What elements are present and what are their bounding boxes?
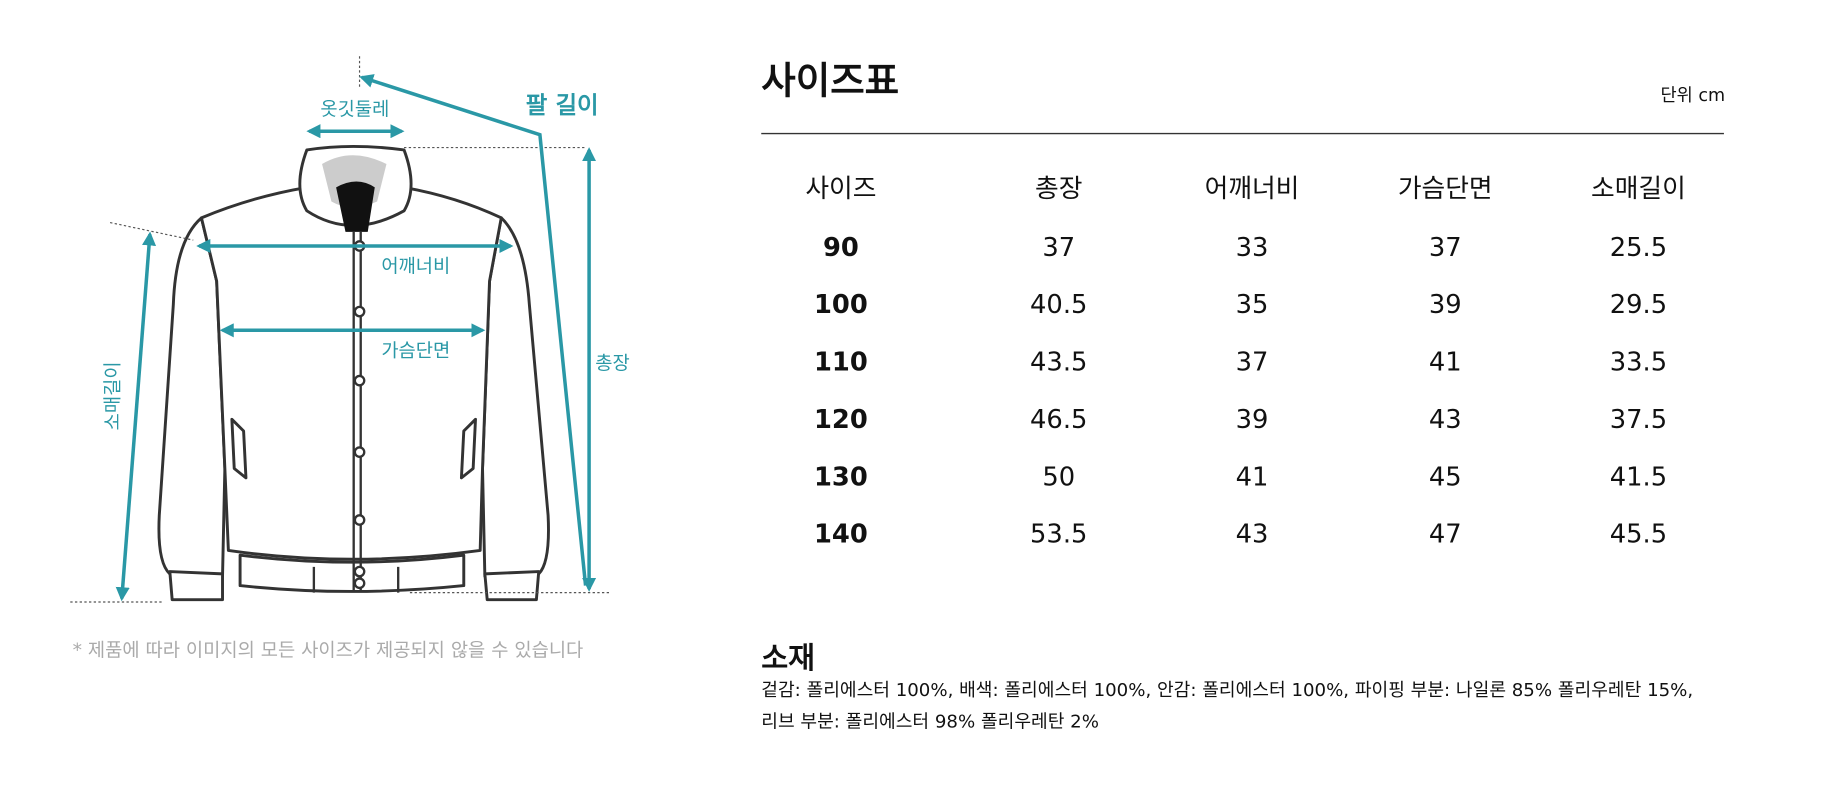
table-cell: 47 (1429, 520, 1462, 550)
table-cell: 41 (1429, 348, 1462, 378)
size-table: 사이즈 총장 어깨너비 가슴단면 소매길이 90 37 33 37 25.5 100 40.5 35 39… (805, 174, 1685, 549)
unit: 단위 cm (1661, 86, 1726, 106)
shoulder-label: 어깨너비 (381, 257, 450, 278)
size-cell: 120 (814, 405, 868, 435)
table-cell: 37 (1236, 348, 1269, 378)
chest-label: 가슴단면 (381, 341, 450, 362)
table-cell: 33.5 (1610, 348, 1667, 378)
table-cell: 39 (1236, 405, 1269, 435)
table-cell: 33 (1236, 233, 1269, 263)
arm-length-label: 팔 길이 (526, 91, 599, 119)
table-cell: 43 (1236, 520, 1269, 550)
column-header: 어깨너비 (1205, 174, 1300, 204)
table-cell: 53.5 (1030, 520, 1087, 550)
table-cell: 39 (1429, 290, 1462, 320)
table-title: 사이즈표 (761, 59, 899, 103)
sleeve-label: 소매길이 (103, 361, 124, 430)
size-cell: 110 (814, 348, 868, 378)
table-cell: 50 (1042, 462, 1075, 492)
table-cell: 40.5 (1030, 290, 1087, 320)
column-header: 가슴단면 (1398, 174, 1493, 204)
table-cell: 37 (1429, 233, 1462, 263)
note: * 제품에 따라 이미지의 모든 사이즈가 제공되지 않을 수 있습니다 (73, 641, 584, 662)
table-cell: 45.5 (1610, 520, 1667, 550)
size-cell: 100 (814, 290, 868, 320)
measure-guides (70, 56, 609, 603)
material-line: 리브 부분: 폴리에스터 98% 폴리우레탄 2% (761, 712, 1099, 733)
table-cell: 29.5 (1610, 290, 1667, 320)
table-cell: 25.5 (1610, 233, 1667, 263)
table-cell: 43 (1429, 405, 1462, 435)
table-cell: 46.5 (1030, 405, 1087, 435)
table-cell: 45 (1429, 462, 1462, 492)
jacket-illustration (157, 144, 550, 602)
column-header: 총장 (1035, 174, 1082, 204)
material-line: 겉감: 폴리에스터 100%, 배색: 폴리에스터 100%, 안감: 폴리에스… (761, 680, 1693, 701)
table-cell: 37 (1042, 233, 1075, 263)
size-cell: 140 (814, 520, 868, 550)
size-cell: 130 (814, 462, 868, 492)
table-cell: 37.5 (1610, 405, 1667, 435)
total-length-label: 총장 (595, 354, 629, 375)
size-cell: 90 (823, 233, 859, 263)
table-cell: 35 (1236, 290, 1269, 320)
table-cell: 43.5 (1030, 348, 1087, 378)
material-title: 소재 (761, 641, 815, 675)
column-header: 소매길이 (1591, 174, 1686, 204)
table-cell: 41 (1236, 462, 1269, 492)
column-header: 사이즈 (805, 174, 876, 204)
table-cell: 41.5 (1610, 462, 1667, 492)
collar-label: 옷깃둘레 (320, 100, 389, 121)
